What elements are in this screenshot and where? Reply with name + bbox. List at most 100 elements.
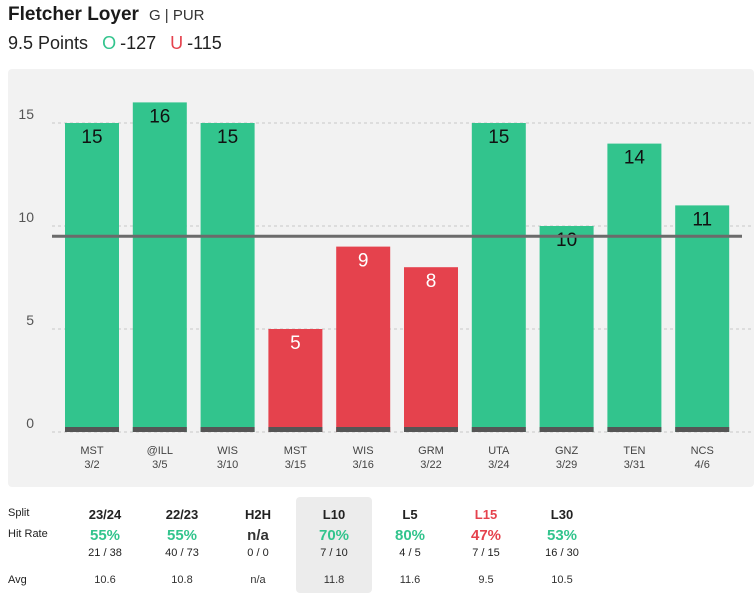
prop-line: 9.5 Points	[8, 33, 89, 53]
x-tick-date: 3/5	[152, 459, 167, 471]
team-position: G | PUR	[148, 7, 205, 24]
hit-rate-fraction: 21 / 38	[88, 547, 122, 559]
avg-value: n/a	[250, 574, 266, 586]
x-tick-opponent: GRM	[418, 445, 444, 457]
split-column[interactable]: L10 70% 7 / 10 11.8	[296, 497, 372, 593]
bar[interactable]	[675, 205, 730, 432]
x-tick-opponent: @ILL	[147, 445, 173, 457]
title-row: Fletcher Loyer G | PUR	[8, 4, 222, 30]
bar-base	[336, 427, 391, 432]
bar[interactable]	[404, 267, 458, 432]
hit-rate-value: 70%	[318, 527, 350, 544]
avg-row-label: Avg	[8, 574, 27, 586]
split-column[interactable]: H2H n/a 0 / 0 n/a	[220, 497, 296, 593]
hit-rate-fraction: 0 / 0	[247, 547, 269, 559]
bar-base	[539, 427, 594, 432]
bar-value-label: 15	[81, 127, 102, 148]
avg-value: 9.5	[478, 574, 494, 586]
bar-base	[65, 427, 119, 432]
bar-base	[404, 427, 458, 432]
x-tick-opponent: MST	[284, 445, 308, 457]
avg-value: 11.6	[399, 574, 421, 586]
game-log-chart: 0 5 10 15 15 MST 3/2 16 @ILL 3/5 15 WIS 3/10 5 MST 3/15…	[8, 69, 754, 487]
x-tick-opponent: NCS	[691, 445, 714, 457]
hit-rate-value: 80%	[394, 527, 426, 544]
split-column[interactable]: 22/23 55% 40 / 73 10.8	[144, 497, 220, 593]
split-column[interactable]: L5 80% 4 / 5 11.6	[372, 497, 448, 593]
bar-value-label: 14	[624, 148, 646, 169]
hit-rate-value: n/a	[247, 527, 269, 544]
bar[interactable]	[471, 123, 526, 432]
split-column[interactable]: 23/24 55% 21 / 38 10.6	[67, 497, 143, 593]
x-tick-opponent: UTA	[488, 445, 510, 457]
x-tick-opponent: GNZ	[555, 445, 579, 457]
under-odds[interactable]: U -115	[170, 33, 222, 54]
y-tick-label: 0	[26, 415, 34, 431]
bar[interactable]	[607, 143, 662, 432]
bar[interactable]	[132, 102, 187, 433]
bar-base	[200, 427, 255, 432]
over-letter: O	[102, 33, 117, 53]
bar-base	[471, 427, 526, 432]
player-header: Fletcher Loyer G | PUR 9.5 Points O -127…	[8, 4, 222, 54]
player-name: Fletcher Loyer	[8, 4, 139, 25]
hit-rate-value: 53%	[546, 527, 578, 544]
y-tick-label: 10	[18, 209, 34, 225]
x-tick-date: 3/22	[420, 459, 441, 471]
avg-value: 10.6	[94, 574, 116, 586]
bar[interactable]	[539, 226, 594, 432]
split-row-label: Split	[8, 507, 30, 519]
y-tick-label: 5	[26, 312, 34, 328]
hit-rate-fraction: 16 / 30	[545, 547, 579, 559]
bar-value-label: 10	[556, 230, 577, 251]
hit-rate-value: 55%	[89, 527, 121, 544]
over-odds[interactable]: O -127	[102, 33, 156, 54]
bar-chart-svg: 0 5 10 15 15 MST 3/2 16 @ILL 3/5 15 WIS 3/10 5 MST 3/15…	[18, 102, 754, 471]
x-tick-opponent: TEN	[623, 445, 645, 457]
bar-base	[132, 427, 187, 432]
split-label: 22/23	[165, 507, 199, 522]
split-label: L15	[474, 507, 498, 522]
split-stats-table: Split Hit Rate Avg 23/24 55% 21 / 38 10.6 22…	[0, 497, 754, 604]
under-letter: U	[170, 33, 184, 53]
hit-rate-fraction: 40 / 73	[165, 547, 199, 559]
split-label: L30	[550, 507, 574, 522]
x-tick-date: 3/2	[84, 459, 99, 471]
bar[interactable]	[336, 246, 391, 432]
bar-value-label: 16	[149, 106, 170, 127]
x-tick-opponent: WIS	[217, 445, 238, 457]
betting-line-row: 9.5 Points O -127 U -115	[8, 33, 222, 54]
x-tick-date: 3/10	[217, 459, 238, 471]
x-tick-date: 3/29	[556, 459, 577, 471]
bar-base	[268, 427, 323, 432]
over-odds-value: -127	[120, 33, 157, 53]
x-tick-opponent: MST	[80, 445, 104, 457]
split-label: 23/24	[88, 507, 122, 522]
bar-value-label: 5	[290, 333, 301, 354]
bar[interactable]	[268, 329, 323, 432]
bar-value-label: 15	[488, 127, 509, 148]
x-tick-date: 3/31	[624, 459, 645, 471]
split-column[interactable]: L15 47% 7 / 15 9.5	[448, 497, 524, 593]
hit-rate-value: 47%	[470, 527, 502, 544]
avg-value: 10.8	[171, 574, 193, 586]
avg-value: 11.8	[323, 574, 345, 586]
hit-rate-fraction: 7 / 10	[320, 547, 348, 559]
split-column[interactable]: L30 53% 16 / 30 10.5	[524, 497, 600, 593]
x-tick-opponent: WIS	[353, 445, 374, 457]
hit-rate-fraction: 4 / 5	[399, 547, 421, 559]
bar-base	[675, 427, 730, 432]
x-tick-date: 3/16	[352, 459, 373, 471]
bar[interactable]	[65, 123, 119, 432]
split-label: L10	[322, 507, 346, 522]
x-tick-date: 4/6	[695, 459, 710, 471]
x-tick-date: 3/24	[488, 459, 509, 471]
hit-rate-row-label: Hit Rate	[8, 528, 48, 540]
split-label: H2H	[244, 507, 271, 522]
split-label: L5	[402, 507, 418, 522]
bar-value-label: 8	[426, 271, 437, 292]
bar[interactable]	[200, 123, 255, 432]
bar-value-label: 11	[692, 209, 712, 230]
bar-base	[607, 427, 662, 432]
under-odds-value: -115	[187, 33, 222, 53]
